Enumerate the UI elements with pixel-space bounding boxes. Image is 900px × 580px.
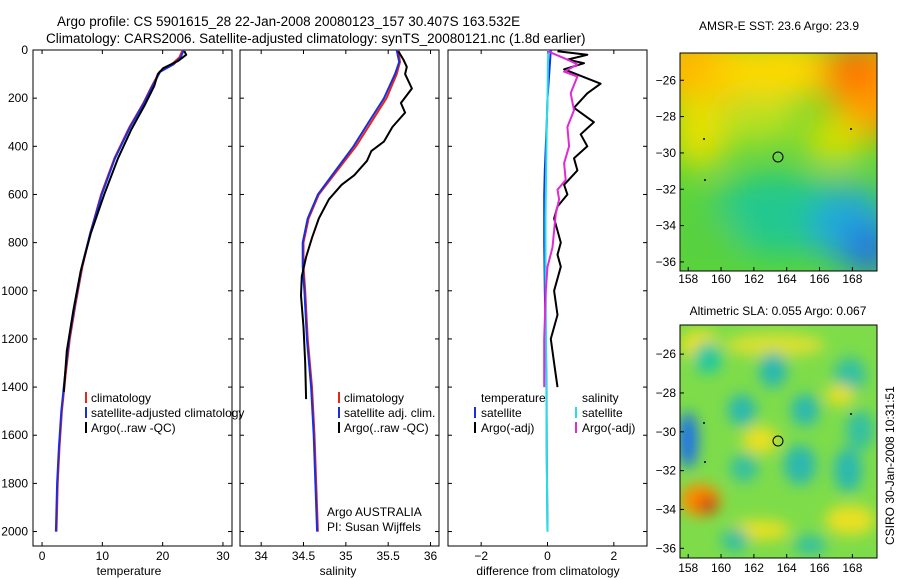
map-x-tick-label: 168 [842, 561, 862, 575]
depth-tick-label: 1400 [1, 380, 28, 394]
map-y-tick-label: −26 [656, 73, 677, 87]
legend-title-salinity: salinity [582, 391, 619, 405]
depth-tick-label: 800 [8, 236, 28, 250]
x-tick-label: 10 [96, 549, 110, 563]
sst-land-dot [703, 138, 705, 140]
legend-label-argo: Argo(..raw -QC) [91, 421, 176, 435]
depth-tick-label: 1200 [1, 332, 28, 346]
depth-tick-label: 2000 [1, 525, 28, 539]
map-x-tick-label: 160 [711, 272, 731, 286]
map-x-tick-label: 166 [810, 561, 830, 575]
temperature-series-satellite-adjusted-climatology [54, 49, 185, 532]
x-tick-label: 30 [216, 549, 230, 563]
salinity-panel [239, 49, 440, 547]
map-x-tick-label: 164 [777, 561, 797, 575]
sst-land-dot [850, 128, 852, 130]
map-x-tick-label: 162 [744, 272, 764, 286]
difference-series-salinity-argo-adj [543, 50, 579, 388]
legend-label-sal-argo: Argo(-adj) [582, 421, 635, 435]
map-x-tick-label: 166 [810, 272, 830, 286]
sla-map-title: Altimetric SLA: 0.055 Argo: 0.067 [690, 304, 867, 318]
header-line1: Argo profile: CS 5901615_28 22-Jan-2008 … [57, 14, 520, 29]
legend-label-argo: Argo(..raw -QC) [344, 421, 429, 435]
depth-tick-label: 1800 [1, 476, 28, 490]
legend-title-temperature: temperature [481, 391, 546, 405]
sla-argo-marker [772, 435, 784, 447]
x-tick-label: 2 [610, 549, 617, 563]
sla-heatmap [680, 325, 877, 558]
salinity-series-argo-raw-qc [300, 50, 413, 400]
depth-tick-label: 600 [8, 187, 28, 201]
legend-label-temp-satellite: satellite [481, 406, 522, 420]
x-tick-label: 34 [254, 549, 268, 563]
map-y-tick-label: −36 [656, 541, 677, 555]
salinity-series-climatology [302, 49, 401, 532]
axis-ticks: 0 10 20 30 34 34.5 35 35.5 36 −2 0 2 [33, 49, 647, 563]
map-x-tick-label: 158 [678, 561, 698, 575]
difference-legend: temperature satellite Argo(-adj) salinit… [474, 391, 635, 435]
salinity-xlabel: salinity [320, 564, 357, 578]
legend-label-climatology: climatology [344, 391, 404, 405]
legend-label-temp-argo: Argo(-adj) [481, 421, 534, 435]
legend-label-satellite: satellite adj. clim. [344, 406, 435, 420]
difference-series-salinity-satellite [544, 49, 550, 532]
depth-tick-label: 200 [8, 91, 28, 105]
map-x-tick-label: 160 [711, 561, 731, 575]
map-x-tick-label: 168 [842, 272, 862, 286]
x-tick-label: −2 [474, 549, 488, 563]
depth-tick-label: 400 [8, 139, 28, 153]
x-tick-label: 35 [339, 549, 353, 563]
legend-label-satellite: satellite-adjusted climatology [91, 406, 244, 420]
map-y-tick-label: −34 [656, 502, 677, 516]
x-tick-label: 0 [39, 549, 46, 563]
map-y-tick-label: −32 [656, 464, 677, 478]
series-layer [54, 49, 602, 532]
temperature-series-climatology [55, 49, 184, 532]
pi-label: PI: Susan Wijffels [327, 520, 421, 534]
salinity-legend: climatology satellite adj. clim. Argo(..… [327, 391, 435, 534]
map-y-tick-label: −36 [656, 255, 677, 269]
map-y-tick-label: −28 [656, 110, 677, 124]
x-tick-label: 0 [544, 549, 551, 563]
depth-tick-label: 1000 [1, 284, 28, 298]
legend-label-sal-satellite: satellite [582, 406, 623, 420]
map-x-tick-label: 164 [777, 272, 797, 286]
sla-land-dot [703, 422, 705, 424]
sst-land-dot [704, 179, 706, 181]
map-y-tick-label: −34 [656, 219, 677, 233]
sst-map-title: AMSR-E SST: 23.6 Argo: 23.9 [699, 19, 859, 33]
temperature-legend: climatology satellite-adjusted climatolo… [85, 391, 244, 435]
map-y-tick-label: −26 [656, 347, 677, 361]
salinity-series-satellite-adj-clim [301, 49, 401, 532]
temperature-xlabel: temperature [97, 564, 162, 578]
x-tick-label: 20 [156, 549, 170, 563]
sla-land-dot [704, 461, 706, 463]
sla-land-dot [850, 413, 852, 415]
difference-xlabel: difference from climatology [476, 564, 619, 578]
map-y-tick-label: −30 [656, 425, 677, 439]
map-y-tick-label: −30 [656, 146, 677, 160]
csiro-stamp: CSIRO 30-Jan-2008 10:31:51 [883, 386, 897, 545]
depth-tick-label: 0 [21, 43, 28, 57]
x-tick-label: 34.5 [292, 549, 316, 563]
map-y-tick-label: −32 [656, 182, 677, 196]
sla-map-frame [679, 324, 878, 559]
x-tick-label: 36 [424, 549, 438, 563]
map-x-tick-label: 158 [678, 272, 698, 286]
depth-axis: 0 200 400 600 800 1000 1200 1400 1600 1800 2000 [1, 43, 28, 539]
argo-program-label: Argo AUSTRALIA [327, 505, 422, 519]
legend-label-climatology: climatology [91, 391, 151, 405]
map-x-tick-label: 162 [744, 561, 764, 575]
x-tick-label: 35.5 [377, 549, 401, 563]
depth-tick-label: 1600 [1, 428, 28, 442]
map-y-tick-label: −28 [656, 386, 677, 400]
sst-map-frame [679, 52, 878, 272]
temperature-series-argo-raw-qc [62, 50, 188, 392]
difference-series-temperature-argo-adj [549, 50, 602, 388]
sst-argo-marker [772, 151, 784, 163]
header-line2: Climatology: CARS2006. Satellite-adjuste… [46, 31, 586, 46]
temperature-panel [32, 49, 233, 547]
